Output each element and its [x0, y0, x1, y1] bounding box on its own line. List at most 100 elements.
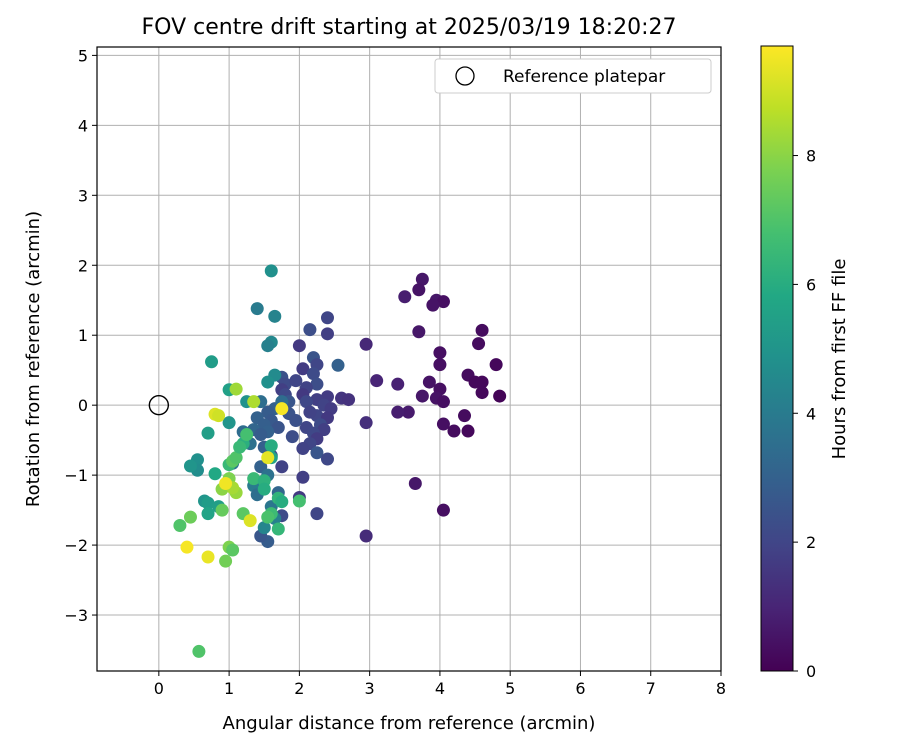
data-point [342, 393, 356, 407]
y-axis-label: Rotation from reference (arcmin) [23, 211, 44, 507]
data-point [261, 375, 275, 389]
x-axis-label: Angular distance from reference (arcmin) [223, 713, 596, 734]
data-point [359, 529, 373, 543]
data-point [475, 386, 489, 400]
data-point [257, 482, 271, 496]
data-point [261, 451, 275, 465]
data-points [173, 264, 507, 658]
y-tick-label: 3 [78, 186, 88, 205]
data-point [475, 323, 489, 337]
data-point [433, 358, 447, 372]
x-axis-ticks: 0 1 2 3 4 5 6 7 8 [154, 671, 726, 698]
data-point [391, 405, 405, 419]
data-point [475, 375, 489, 389]
reference-point [148, 394, 170, 416]
data-point [201, 507, 215, 521]
data-point [247, 472, 261, 486]
data-point [401, 405, 415, 419]
data-point [173, 518, 187, 532]
data-point [458, 409, 472, 423]
x-tick-label: 2 [294, 679, 304, 698]
data-point [493, 389, 507, 403]
data-point [436, 395, 450, 409]
colorbar-tick-label: 2 [806, 533, 816, 552]
data-point [303, 323, 317, 337]
legend-label: Reference platepar [503, 67, 665, 87]
data-point [201, 426, 215, 440]
data-point [180, 540, 194, 554]
data-point [219, 477, 233, 491]
x-tick-label: 5 [505, 679, 515, 698]
data-point [275, 460, 289, 474]
colorbar-tick-label: 6 [806, 275, 816, 294]
data-point [408, 477, 422, 491]
data-point [320, 327, 334, 341]
data-point [472, 337, 486, 351]
data-point [215, 503, 229, 517]
data-point [331, 358, 345, 372]
reference-marker [148, 394, 170, 416]
data-point [306, 367, 320, 381]
x-tick-label: 1 [224, 679, 234, 698]
data-point [303, 405, 317, 419]
data-point [271, 421, 285, 435]
data-point [292, 339, 306, 353]
data-point [233, 440, 247, 454]
data-point [296, 442, 310, 456]
data-point [447, 424, 461, 438]
data-point [398, 290, 412, 304]
data-point [208, 467, 222, 481]
y-tick-label: 2 [78, 256, 88, 275]
data-point [264, 439, 278, 453]
data-point [226, 543, 240, 557]
x-tick-label: 3 [365, 679, 375, 698]
data-point [219, 554, 233, 568]
y-tick-label: −2 [64, 536, 88, 555]
legend-marker-icon [455, 66, 475, 86]
data-point [436, 417, 450, 431]
data-point [310, 377, 324, 391]
y-tick-label: 1 [78, 326, 88, 345]
data-point [229, 382, 243, 396]
data-point [320, 452, 334, 466]
data-point [254, 428, 268, 442]
data-point [289, 374, 303, 388]
grid-lines [97, 47, 722, 671]
data-point [426, 298, 440, 312]
x-tick-label: 6 [575, 679, 585, 698]
legend: Reference platepar [434, 58, 712, 94]
data-point [433, 346, 447, 360]
data-point [192, 644, 206, 658]
data-point [222, 416, 236, 430]
data-point [412, 325, 426, 339]
data-point [205, 355, 219, 369]
data-point [370, 374, 384, 388]
data-point [422, 375, 436, 389]
y-axis-ticks: −3 −2 −1 0 1 2 3 4 5 [64, 46, 97, 625]
data-point [275, 495, 289, 509]
data-point [212, 409, 226, 423]
x-tick-label: 4 [435, 679, 445, 698]
data-point [183, 459, 197, 473]
data-point [243, 514, 257, 528]
data-point [285, 430, 299, 444]
data-point [240, 428, 254, 442]
data-point [271, 522, 285, 536]
data-point [310, 446, 324, 460]
colorbar-tick-label: 8 [806, 147, 816, 166]
data-point [317, 423, 331, 437]
plot-frame [96, 46, 722, 672]
data-point [275, 402, 289, 416]
x-tick-label: 0 [154, 679, 164, 698]
data-point [264, 264, 278, 278]
colorbar: 0 2 4 6 8 Hours from first FF file [760, 45, 850, 681]
data-point [247, 395, 261, 409]
y-tick-label: 0 [78, 396, 88, 415]
chart-title: FOV centre drift starting at 2025/03/19 … [142, 15, 677, 40]
data-point [250, 302, 264, 316]
data-point [292, 494, 306, 508]
data-point [201, 496, 215, 510]
data-point [415, 389, 429, 403]
data-point [268, 309, 282, 323]
